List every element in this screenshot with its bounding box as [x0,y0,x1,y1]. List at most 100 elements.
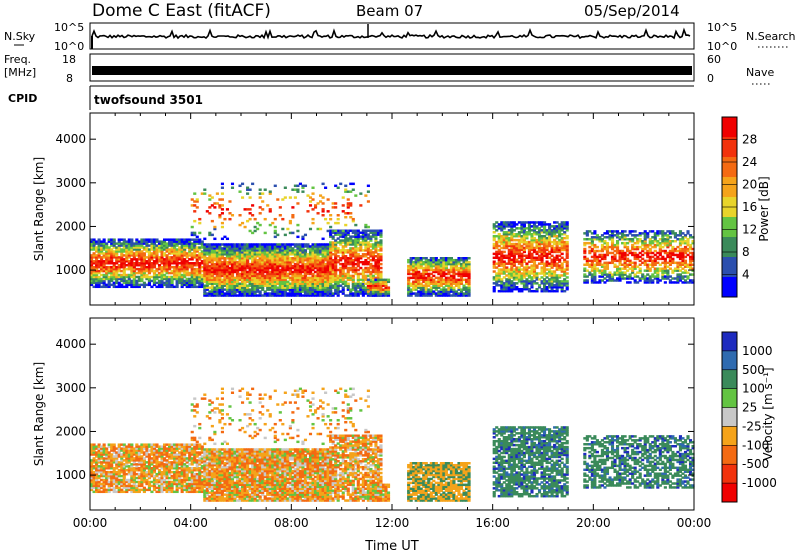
power-cell [155,250,159,253]
power-cell [157,246,162,249]
power-cell [628,277,632,280]
power-cell [173,242,177,245]
power-cell [132,269,136,273]
power-cell [553,231,557,234]
power-cell [648,263,652,267]
power-cell [668,236,672,239]
power-cell [228,258,232,262]
power-cell [452,276,456,280]
power-cell [409,290,413,293]
power-cell [532,250,537,254]
power-cell [369,278,373,282]
power-cell [125,263,129,267]
power-cell [535,227,539,230]
power-cell [497,248,501,252]
power-cell [326,253,330,256]
power-cell [661,245,665,249]
power-cell [130,285,134,289]
power-cell [550,287,554,291]
power-cell [140,254,144,257]
power-cell [590,273,594,276]
power-cell [195,285,199,289]
power-cell [324,288,328,291]
power-cell [298,276,302,280]
power-cell [107,262,111,265]
power-cell [308,284,313,287]
power-cell [185,283,189,287]
power-cell [409,292,413,295]
power-cell [452,288,456,291]
power-cell [683,275,688,278]
power-cell [311,276,315,280]
power-cell [97,283,101,287]
power-cell [615,247,620,251]
power-cell [223,278,227,282]
power-cell [598,249,602,253]
power-cell [308,257,313,260]
power-cell [293,282,297,285]
power-cell [258,257,262,260]
power-cell [548,244,552,248]
power-cell [593,238,597,241]
power-cell [132,277,136,281]
power-cell [548,286,552,289]
power-cell [500,227,504,230]
power-cell [688,261,693,265]
power-cell [235,243,240,246]
power-cell [366,288,370,291]
power-cell [251,262,255,266]
power-cell [374,278,378,282]
power-cell [661,255,665,259]
power-cell [288,272,292,276]
power-cell [452,272,456,276]
power-cell [364,262,368,266]
power-cell [467,288,471,291]
power-cell [638,245,642,249]
power-cell [386,286,391,289]
power-cell [185,285,189,289]
power-cell [329,290,333,293]
power-cell [371,233,375,236]
power-cell [308,292,313,295]
power-cell [600,255,604,259]
power-cell [359,288,363,291]
power-cell [278,292,282,295]
power-cell [497,260,501,263]
power-cell [500,234,504,238]
power-cell [371,280,375,284]
power-cell [610,277,615,280]
power-cell [160,279,164,283]
power-cell [165,275,169,279]
power-cell [168,267,172,271]
power-cell [540,221,544,224]
power-cell [558,238,562,242]
power-cell [246,255,250,258]
power-cell [439,282,443,285]
power-cell [321,260,325,264]
power-cell [462,294,466,297]
power-cell [349,262,353,266]
power-cell [522,229,526,232]
power-cell [147,244,151,247]
power-cell [193,263,197,267]
power-cell [248,290,252,293]
power-cell [555,244,559,248]
power-cell [200,242,204,245]
power-cell [673,253,677,257]
power-cell [686,238,690,241]
power-cell [369,229,373,232]
power-cell [173,238,177,241]
power-cell [205,249,209,252]
power-cell [168,285,172,289]
power-cell [565,244,569,248]
power-cell [444,284,448,287]
power-cell [512,268,516,271]
power-cell [505,256,509,260]
power-cell [422,290,426,293]
power-cell [253,258,257,262]
power-cell [419,290,423,293]
power-cell [341,257,345,260]
power-cell [605,275,610,278]
power-cell [517,246,521,250]
power-cell [230,260,235,264]
